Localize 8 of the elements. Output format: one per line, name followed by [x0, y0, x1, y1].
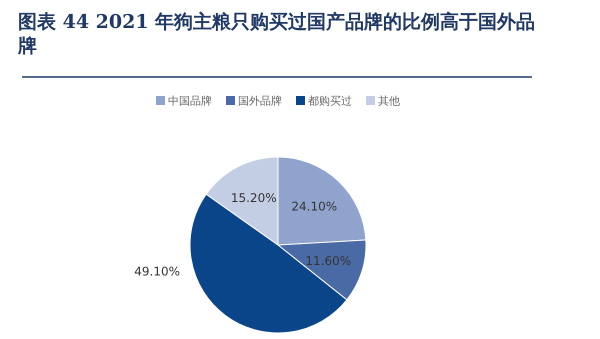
data-label: 24.10%: [291, 200, 338, 214]
legend-label: 其他: [378, 94, 400, 108]
legend-label: 中国品牌: [168, 94, 212, 108]
data-label: 15.20%: [230, 191, 277, 206]
legend-label: 国外品牌: [238, 94, 282, 108]
data-label: 49.10%: [134, 264, 180, 278]
legend-label: 都购买过: [308, 94, 352, 108]
data-label: 11.60%: [305, 254, 352, 268]
